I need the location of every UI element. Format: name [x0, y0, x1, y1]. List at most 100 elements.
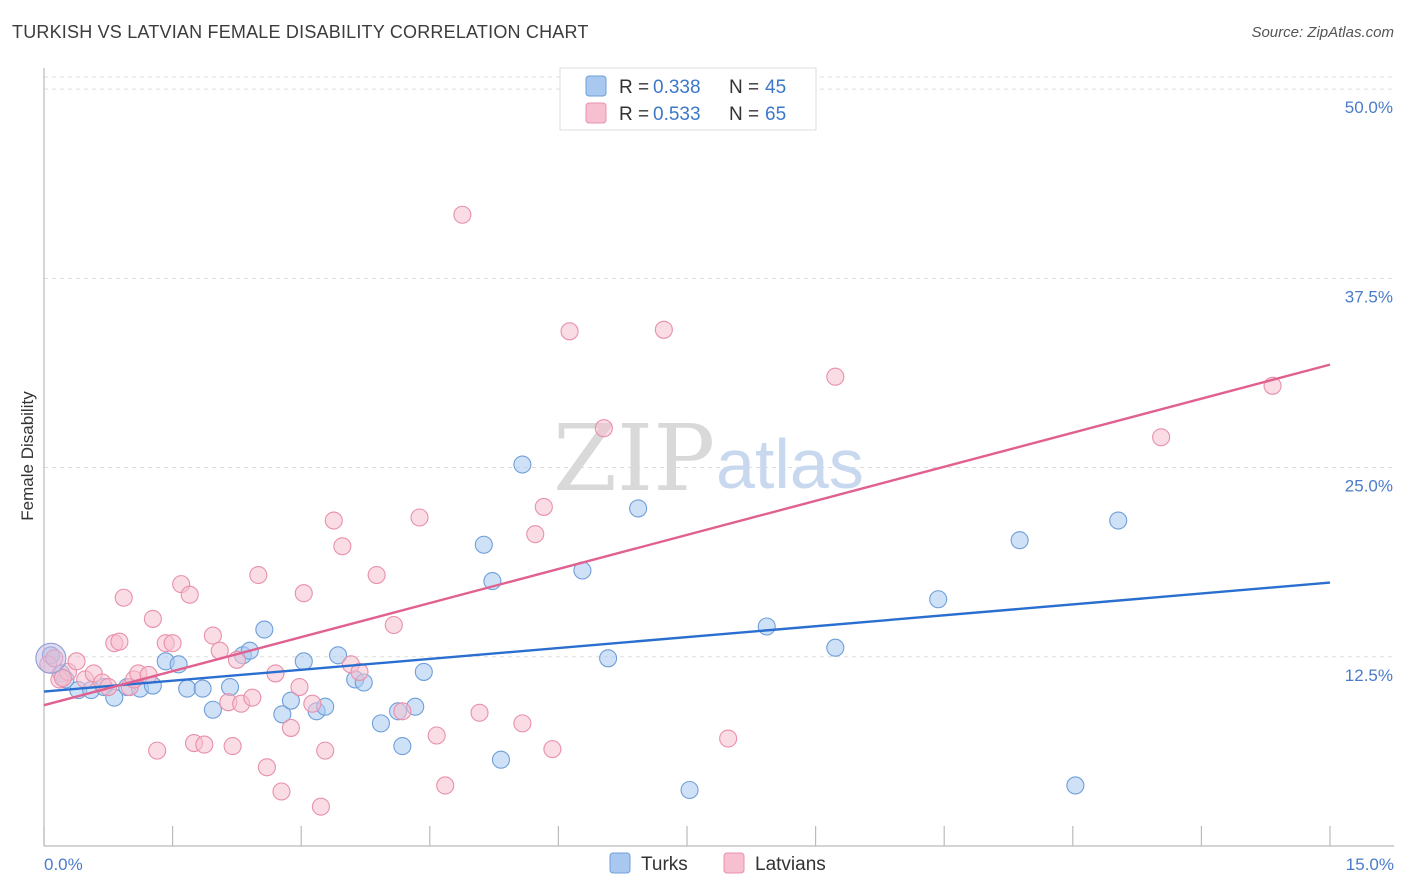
turks-point	[513, 455, 532, 474]
latvians-point	[303, 694, 322, 713]
latvians-point	[311, 797, 330, 816]
latvians-trend-line	[43, 363, 1331, 707]
latvians-point	[249, 565, 268, 585]
bottom-legend-swatch-latvians	[723, 852, 745, 874]
turks-point	[294, 652, 313, 671]
latvians-point	[436, 776, 455, 795]
latvians-point	[272, 782, 291, 801]
turks-point	[629, 499, 648, 518]
turks-point	[929, 590, 948, 609]
latvians-point	[826, 367, 845, 386]
latvians-point	[367, 565, 386, 585]
latvians-point	[257, 758, 276, 777]
turks-point	[178, 679, 197, 698]
y-tick-label: 25.0%	[1345, 477, 1393, 496]
data-points	[35, 205, 1282, 816]
watermark-atlas: atlas	[716, 425, 864, 503]
bottom-legend-swatch-turks	[609, 852, 631, 874]
turks-point	[329, 646, 348, 665]
latvians-point	[203, 626, 222, 645]
correlation-legend: R = 0.338 N = 45 R = 0.533 N = 65	[559, 67, 817, 131]
latvians-point	[114, 588, 133, 607]
latvians-point	[427, 726, 446, 745]
latvians-point	[560, 322, 579, 341]
latvians-point	[534, 497, 553, 516]
latvians-point	[195, 735, 214, 754]
overlap-cluster-point	[35, 642, 67, 674]
turks-point	[1010, 531, 1029, 550]
turks-point	[393, 737, 412, 756]
latvians-point	[53, 668, 72, 688]
latvians-point	[243, 688, 262, 707]
turks-point	[281, 691, 300, 710]
turks-point	[599, 649, 618, 668]
turks-point	[1109, 511, 1128, 530]
turks-point	[255, 620, 274, 639]
latvians-point	[1152, 428, 1171, 447]
legend-r-label-turks: R =	[619, 77, 649, 98]
series-legend: Turks Latvians	[609, 852, 826, 875]
latvians-point	[67, 652, 86, 671]
latvians-point	[223, 737, 242, 756]
turks-point	[371, 714, 390, 733]
latvians-point	[316, 741, 335, 760]
turks-trend-line	[43, 581, 1331, 693]
legend-n-label-latvians: N =	[729, 104, 759, 125]
y-tick-labels: 12.5% 25.0% 37.5% 50.0%	[1345, 98, 1393, 685]
latvians-point	[294, 584, 313, 603]
latvians-point	[543, 740, 562, 759]
latvians-point	[526, 525, 545, 544]
latvians-point	[110, 632, 129, 651]
y-tick-label: 37.5%	[1345, 287, 1393, 306]
latvians-point	[290, 678, 309, 697]
latvians-point	[180, 585, 199, 604]
legend-swatch-turks	[585, 75, 607, 97]
turks-point	[414, 662, 433, 681]
latvians-point	[719, 729, 738, 748]
y-tick-label: 50.0%	[1345, 98, 1393, 117]
latvians-point	[281, 718, 300, 737]
gridlines	[44, 76, 1394, 658]
trend-lines	[43, 363, 1331, 707]
latvians-point	[393, 702, 412, 721]
legend-r-label-latvians: R =	[619, 104, 649, 125]
latvians-point	[384, 615, 403, 635]
latvians-point	[324, 511, 343, 530]
latvians-point	[410, 508, 429, 527]
y-tick-label: 12.5%	[1345, 666, 1393, 685]
source-label: Source: ZipAtlas.com	[1251, 24, 1394, 41]
turks-point	[1066, 776, 1085, 795]
latvians-point	[350, 662, 369, 681]
y-axis-label: Female Disability	[18, 391, 37, 521]
chart-title: TURKISH VS LATVIAN FEMALE DISABILITY COR…	[12, 22, 589, 42]
bottom-legend-label-latvians: Latvians	[755, 854, 826, 875]
legend-n-value-latvians: 65	[765, 104, 786, 125]
legend-swatch-latvians	[585, 102, 607, 124]
latvians-point	[163, 634, 182, 653]
turks-point	[203, 700, 222, 719]
turks-point	[826, 638, 845, 657]
latvians-point	[513, 714, 532, 733]
legend-r-value-turks: 0.338	[653, 77, 701, 98]
turks-point	[757, 617, 776, 636]
legend-n-label-turks: N =	[729, 77, 759, 98]
x-tick-label-min: 0.0%	[44, 855, 83, 874]
turks-point	[220, 678, 240, 697]
turks-point	[193, 679, 212, 698]
legend-r-value-latvians: 0.533	[653, 104, 701, 125]
latvians-point	[470, 703, 489, 722]
latvians-point	[594, 419, 613, 438]
turks-point	[680, 780, 699, 800]
turks-point	[474, 535, 493, 554]
latvians-point	[148, 741, 167, 760]
x-axis-ticks	[43, 826, 1331, 846]
legend-n-value-turks: 45	[765, 77, 786, 98]
x-tick-label-max: 15.0%	[1346, 855, 1394, 874]
bottom-legend-label-turks: Turks	[641, 854, 688, 875]
latvians-point	[453, 205, 472, 224]
turks-point	[491, 750, 511, 769]
turks-point	[273, 705, 292, 724]
latvians-point	[333, 537, 352, 556]
latvians-point	[143, 609, 162, 628]
